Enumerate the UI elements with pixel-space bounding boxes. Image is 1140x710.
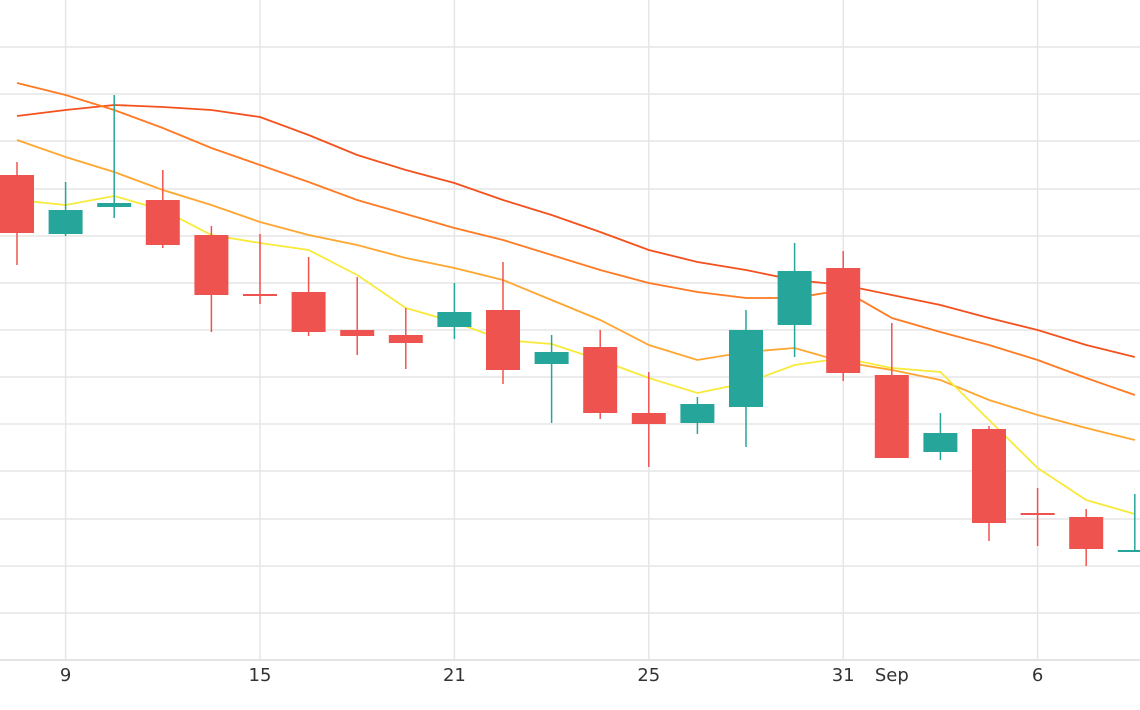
candle-body	[826, 268, 861, 373]
x-tick-label: 6	[1032, 665, 1043, 686]
x-tick-label: 15	[249, 665, 272, 686]
candle-body	[1069, 517, 1104, 549]
candle-body	[340, 330, 375, 336]
candle-body	[534, 352, 569, 364]
candle-body	[680, 404, 715, 423]
moving-average-line	[16, 139, 1136, 441]
candle-body	[145, 200, 180, 245]
moving-average-line	[16, 82, 1136, 396]
x-tick-label: 25	[637, 665, 660, 686]
candle-body	[729, 330, 763, 407]
candle-body	[486, 310, 520, 370]
candle-body	[437, 312, 472, 327]
candle-body	[1020, 513, 1055, 515]
candle-body	[97, 203, 132, 207]
x-tick-label: 9	[60, 665, 71, 686]
candle-body	[243, 294, 277, 296]
candle-body	[1117, 550, 1140, 552]
candle-body	[923, 433, 958, 452]
candle-body	[388, 335, 423, 343]
candle-body	[583, 347, 618, 413]
candle-body	[874, 375, 909, 458]
candle-body	[777, 271, 812, 325]
moving-average-line	[16, 195, 1136, 515]
moving-average-line	[16, 104, 1136, 358]
candle-body	[48, 210, 83, 234]
candle-body	[291, 292, 326, 332]
x-tick-label: 31	[832, 665, 855, 686]
candle-body	[972, 429, 1006, 523]
x-tick-label: Sep	[875, 665, 909, 686]
x-tick-label: 21	[443, 665, 466, 686]
candle-body	[0, 175, 34, 233]
candle-body	[631, 413, 666, 424]
candle-body	[194, 235, 229, 295]
